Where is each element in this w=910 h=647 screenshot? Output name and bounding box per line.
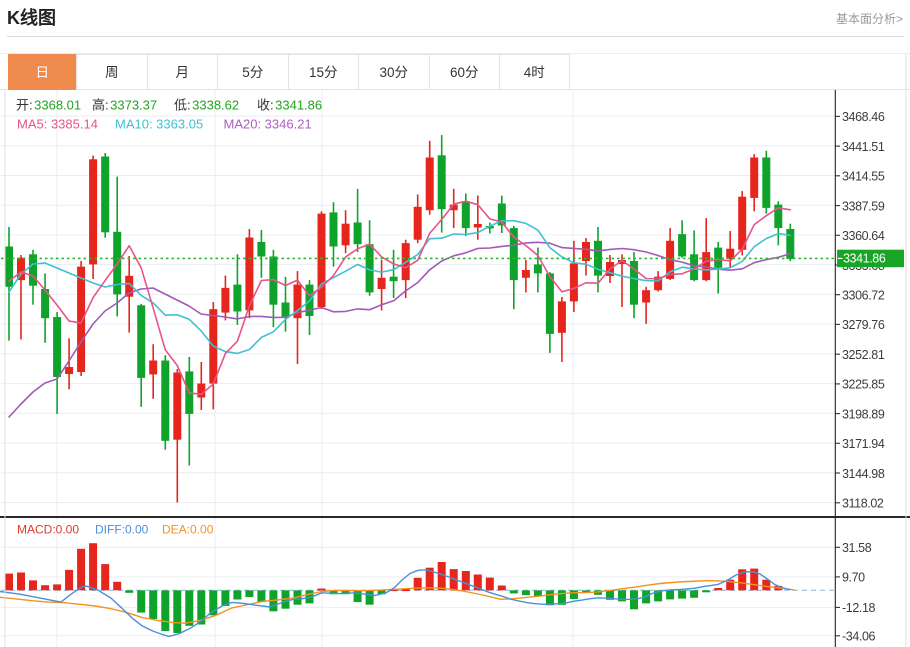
svg-text:9.70: 9.70 xyxy=(842,571,865,585)
svg-text:3306.72: 3306.72 xyxy=(842,289,885,303)
svg-text:3252.81: 3252.81 xyxy=(842,348,885,362)
svg-text:3441.51: 3441.51 xyxy=(842,140,885,154)
svg-text:3360.64: 3360.64 xyxy=(842,229,885,243)
svg-text:MA5: 3385.14: MA5: 3385.14 xyxy=(17,117,98,132)
svg-text:3225.85: 3225.85 xyxy=(842,378,885,392)
svg-text:3414.55: 3414.55 xyxy=(842,170,885,184)
svg-text:3341.86: 3341.86 xyxy=(843,252,886,266)
svg-text:3118.02: 3118.02 xyxy=(842,497,884,511)
svg-text:3144.98: 3144.98 xyxy=(842,467,885,481)
svg-text:低:3338.62: 低: 3338.62 xyxy=(174,98,239,113)
svg-text:3171.94: 3171.94 xyxy=(842,437,885,451)
svg-text:3279.76: 3279.76 xyxy=(842,318,885,332)
svg-text:收:3341.86: 收: 3341.86 xyxy=(257,98,322,113)
svg-text:-34.06: -34.06 xyxy=(842,630,875,644)
svg-text:MA10: 3363.05: MA10: 3363.05 xyxy=(115,117,203,132)
svg-text:-12.18: -12.18 xyxy=(842,601,875,615)
svg-text:DEA:0.00: DEA:0.00 xyxy=(162,523,214,537)
svg-text:31.58: 31.58 xyxy=(842,541,872,555)
svg-text:MACD:0.00: MACD:0.00 xyxy=(17,523,79,537)
svg-text:3387.59: 3387.59 xyxy=(842,199,885,213)
svg-text:开:3368.01: 开: 3368.01 xyxy=(16,98,81,113)
svg-text:MA20: 3346.21: MA20: 3346.21 xyxy=(224,117,312,132)
svg-text:DIFF:0.00: DIFF:0.00 xyxy=(95,523,149,537)
svg-text:3468.46: 3468.46 xyxy=(842,110,885,124)
svg-text:3198.89: 3198.89 xyxy=(842,407,885,421)
svg-text:高:3373.37: 高: 3373.37 xyxy=(92,98,157,113)
